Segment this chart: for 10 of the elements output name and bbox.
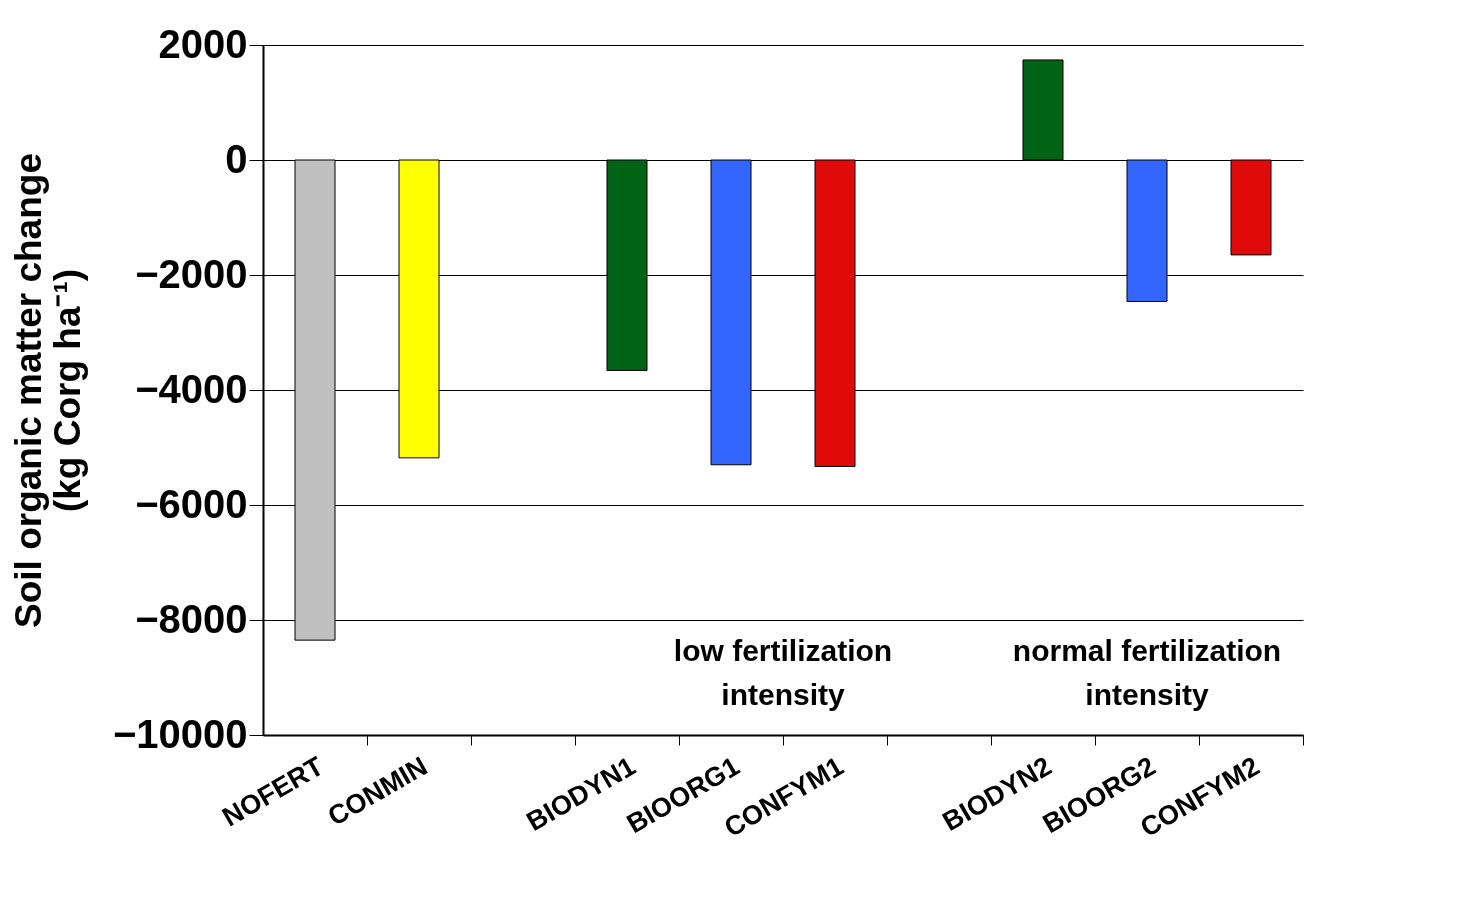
- text: Soil organic matter change: [7, 153, 49, 628]
- y-tick-label: 2000: [158, 21, 248, 66]
- y-tick-label: −6000: [135, 481, 248, 526]
- y-tick-label: 0: [225, 136, 248, 181]
- annotation: low fertilization intensity: [673, 634, 893, 712]
- y-tick-label: −2000: [135, 251, 248, 296]
- y-tick-label: −8000: [135, 596, 248, 641]
- y-tick-label: −10000: [112, 711, 248, 756]
- y-tick-label: −4000: [135, 366, 248, 411]
- annotation: normal fertilization intensity: [1012, 634, 1282, 712]
